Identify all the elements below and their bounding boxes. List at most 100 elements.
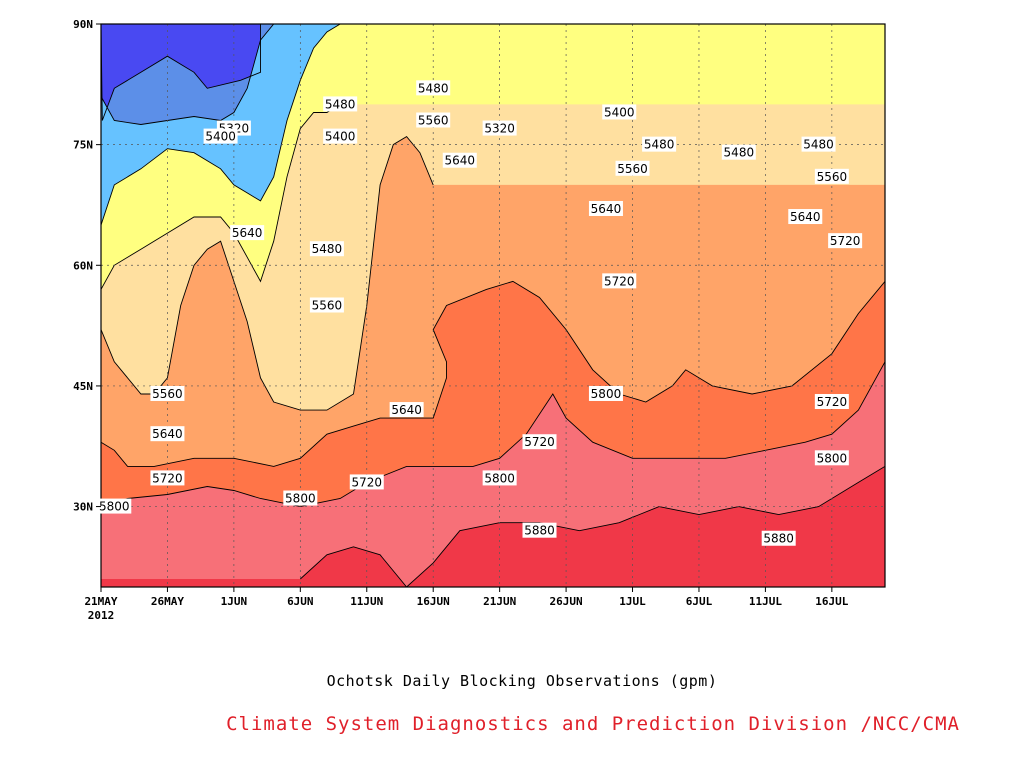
contour-label-text: 5560: [312, 299, 343, 313]
contour-label-box: [642, 136, 677, 152]
x-tick-label: 1JUN: [221, 595, 248, 608]
y-tick-label: 45N: [73, 380, 93, 393]
contour-label-box: [203, 128, 238, 144]
contour-line-5640: [101, 136, 434, 411]
plot-frame: [100, 23, 886, 588]
contour-label-box: [615, 160, 650, 176]
contour-label: 5800: [482, 470, 517, 486]
contour-label-text: 5800: [817, 451, 848, 465]
contour-labels: 5320540054805400548055605320540054805480…: [97, 80, 863, 546]
contour-chart: 5320540054805400548055605320540054805480…: [73, 18, 886, 622]
contour-label-box: [814, 394, 849, 410]
contour-label: 5480: [642, 136, 677, 152]
contour-label-box: [721, 144, 756, 160]
contour-label: 5400: [323, 128, 358, 144]
contour-label-text: 5720: [152, 471, 183, 485]
contour-label: 5720: [602, 273, 637, 289]
contour-label-text: 5480: [312, 242, 343, 256]
x-tick-label: 26MAY: [151, 595, 184, 608]
contour-label-text: 5480: [803, 138, 834, 152]
contour-label-box: [801, 136, 836, 152]
contour-label-box: [150, 426, 185, 442]
contour-label-box: [323, 96, 358, 112]
contour-label-text: 5480: [418, 81, 449, 95]
contour-fills: [101, 24, 885, 587]
y-tick-label: 75N: [73, 139, 93, 152]
x-tick-label: 26JUN: [550, 595, 583, 608]
contour-label: 5480: [721, 144, 756, 160]
contour-label-box: [389, 402, 424, 418]
x-year-label: 2012: [88, 609, 115, 622]
contour-label-text: 5640: [391, 403, 422, 417]
contour-label: 5800: [814, 450, 849, 466]
contour-label-text: 5560: [418, 114, 449, 128]
x-axis: 21MAY 26MAY 1JUN 6JUN 11JUN 16JUN 21JUN 26JUN 1J…: [84, 587, 849, 622]
contour-label: 5720: [150, 470, 185, 486]
contour-line-5400: [101, 24, 275, 125]
contour-label-box: [602, 104, 637, 120]
band-5320: [101, 24, 261, 121]
contour-label: 5640: [389, 402, 424, 418]
x-tick-label: 16JUL: [815, 595, 848, 608]
contour-label-box: [482, 120, 517, 136]
x-tick-label: 1JUL: [619, 595, 646, 608]
contour-label: 5720: [349, 474, 384, 490]
band-5880: [101, 466, 885, 587]
contour-label: 5480: [416, 80, 451, 96]
contour-label-box: [416, 80, 451, 96]
x-tick-label: 6JUL: [686, 595, 713, 608]
contour-label: 5640: [230, 225, 265, 241]
contour-label-box: [522, 434, 557, 450]
contour-label: 5560: [416, 112, 451, 128]
contour-label-text: 5560: [817, 170, 848, 184]
contour-label-box: [828, 233, 863, 249]
contour-label: 5560: [150, 385, 185, 401]
contour-label-text: 5880: [763, 532, 794, 546]
y-tick-label: 60N: [73, 259, 93, 272]
contour-label-text: 5800: [591, 387, 622, 401]
contour-label: 5640: [788, 209, 823, 225]
contour-label-text: 5720: [817, 395, 848, 409]
contour-label-text: 5480: [724, 146, 755, 160]
contour-label-box: [482, 470, 517, 486]
contour-label-text: 5560: [617, 162, 648, 176]
contour-label: 5320: [482, 120, 517, 136]
contour-label-text: 5720: [604, 274, 635, 288]
contour-label-text: 5640: [591, 202, 622, 216]
x-tick-label: 16JUN: [417, 595, 450, 608]
contour-line-5560: [101, 104, 341, 290]
contour-label-box: [349, 474, 384, 490]
contour-label-text: 5640: [790, 210, 821, 224]
contour-label-text: 5480: [644, 138, 675, 152]
contour-label-text: 5320: [484, 122, 515, 136]
contour-label: 5720: [828, 233, 863, 249]
contour-line-5320: [101, 24, 261, 121]
contour-label: 5720: [522, 434, 557, 450]
contour-label-text: 5480: [325, 97, 356, 111]
contour-label-text: 5720: [830, 234, 861, 248]
contour-label-box: [814, 450, 849, 466]
contour-label-box: [588, 385, 623, 401]
contour-line-5720: [101, 280, 885, 467]
contour-lines: [101, 24, 885, 587]
contour-label-text: 5560: [152, 387, 183, 401]
chart-credit: Climate System Diagnostics and Predictio…: [226, 713, 960, 735]
x-tick-label: 11JUN: [350, 595, 383, 608]
contour-label-box: [442, 152, 477, 168]
contour-label-box: [788, 209, 823, 225]
contour-label: 5880: [522, 522, 557, 538]
contour-label: 5880: [761, 530, 796, 546]
contour-label-text: 5720: [351, 475, 382, 489]
contour-label-text: 5640: [152, 427, 183, 441]
contour-label: 5720: [814, 394, 849, 410]
contour-label-box: [602, 273, 637, 289]
contour-label-text: 5640: [445, 154, 476, 168]
contour-label: 5400: [602, 104, 637, 120]
contour-label: 5480: [323, 96, 358, 112]
contour-label-box: [588, 200, 623, 216]
contour-label: 5800: [283, 490, 318, 506]
contour-label: 5640: [588, 200, 623, 216]
x-tick-label: 11JUL: [749, 595, 782, 608]
contour-label-box: [761, 530, 796, 546]
contour-label: 5560: [615, 160, 650, 176]
